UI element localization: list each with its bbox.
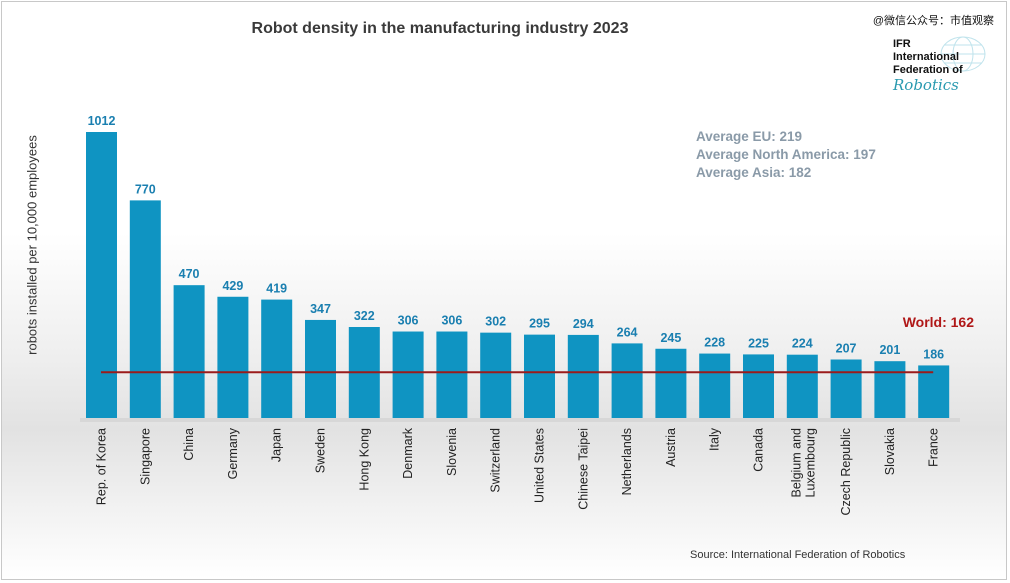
bar <box>261 299 293 418</box>
ifr-logo: IFR International Federation of Robotics <box>893 36 993 108</box>
bar-value-label: 228 <box>704 336 725 350</box>
bar-value-label: 207 <box>836 342 857 356</box>
bar-value-label: 224 <box>792 337 813 351</box>
bar <box>480 332 512 418</box>
bar <box>217 296 249 418</box>
logo-ifr: IFR <box>893 38 911 50</box>
category-label: Czech Republic <box>839 428 853 516</box>
bar <box>436 331 468 418</box>
bar-value-label: 419 <box>266 282 287 296</box>
bar-baseline-shadow <box>80 418 960 422</box>
category-label: Belgium andLuxembourg <box>789 428 817 498</box>
category-label: Rep. of Korea <box>95 428 109 505</box>
chart-title: Robot density in the manufacturing indus… <box>251 20 629 37</box>
bar-value-label: 470 <box>179 267 200 281</box>
category-label: China <box>182 428 196 461</box>
category-label: Italy <box>708 427 722 451</box>
bar-value-label: 264 <box>617 325 638 339</box>
bar <box>524 334 555 418</box>
category-label: Slovenia <box>445 428 459 476</box>
category-label: Japan <box>270 428 284 462</box>
logo-federation: Federation of <box>893 64 963 76</box>
category-label: Germany <box>226 427 240 479</box>
category-label: Slovakia <box>883 428 897 475</box>
bar-value-label: 225 <box>748 336 769 350</box>
bar-value-label: 201 <box>879 343 900 357</box>
category-label: Sweden <box>314 428 328 473</box>
average-asia: Average Asia: 182 <box>696 165 812 180</box>
bar-value-label: 770 <box>135 182 156 196</box>
category-label: United States <box>533 428 547 503</box>
bar-value-label: 347 <box>310 302 331 316</box>
category-label: Chinese Taipei <box>576 428 590 510</box>
bar <box>567 334 599 418</box>
bar-value-label: 186 <box>923 347 944 361</box>
bar <box>830 359 862 418</box>
bar-value-label: 306 <box>441 314 462 328</box>
bar <box>743 354 774 418</box>
category-label: Denmark <box>401 427 415 478</box>
category-label: Austria <box>664 428 678 467</box>
bar-value-label: 295 <box>529 317 550 331</box>
bar-value-label: 306 <box>398 314 419 328</box>
category-label: France <box>927 428 941 467</box>
category-label: Switzerland <box>489 428 503 493</box>
world-reference-label: World: 162 <box>903 314 975 330</box>
bar <box>305 319 336 418</box>
bar <box>874 361 906 418</box>
bar-value-label: 245 <box>660 331 681 345</box>
bar <box>129 200 161 418</box>
bar <box>786 354 818 418</box>
category-label: Netherlands <box>620 428 634 495</box>
category-label: Singapore <box>138 428 152 485</box>
bar <box>918 365 950 418</box>
category-label: Canada <box>752 428 766 472</box>
logo-international: International <box>893 51 960 63</box>
bar-value-label: 1012 <box>88 114 116 128</box>
watermark: @微信公众号：市值观察 <box>872 15 994 27</box>
source-note: Source: International Federation of Robo… <box>690 549 906 561</box>
globe-icon <box>940 36 986 72</box>
bar-value-label: 322 <box>354 309 375 323</box>
bar <box>86 132 117 418</box>
average-eu: Average EU: 219 <box>696 129 803 144</box>
bar-value-label: 429 <box>222 279 243 293</box>
bar <box>392 331 424 418</box>
average-north-america: Average North America: 197 <box>696 147 876 162</box>
bar <box>611 343 643 418</box>
bar <box>173 285 205 418</box>
averages-box: Average EU: 219 Average North America: 1… <box>696 128 876 182</box>
bar <box>655 348 687 418</box>
bar-value-label: 302 <box>485 315 506 329</box>
bar-value-label: 294 <box>573 317 594 331</box>
category-label: Hong Kong <box>357 428 371 491</box>
logo-robotics: Robotics <box>893 76 959 94</box>
bar <box>699 353 731 418</box>
